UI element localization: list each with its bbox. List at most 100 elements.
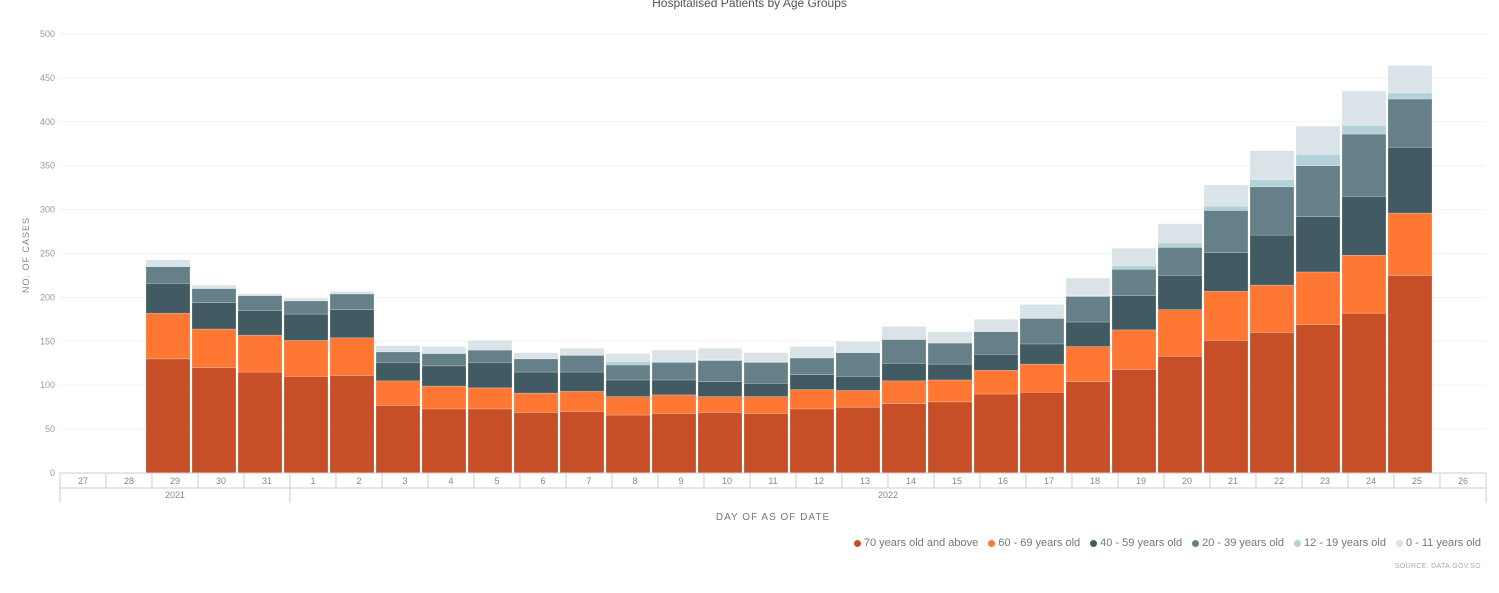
bar-segment (789, 389, 835, 410)
bar-segment (1019, 318, 1065, 345)
bar-segment (467, 349, 513, 363)
bar-segment (145, 358, 191, 474)
bar-segment (789, 346, 835, 359)
bar-segment (973, 393, 1019, 474)
x-tick-label: 24 (1366, 476, 1376, 486)
bar-segment (467, 362, 513, 389)
bar-segment (1111, 265, 1157, 270)
bar-segment (1111, 369, 1157, 474)
bar-segment (283, 297, 329, 302)
bar-segment (1387, 275, 1433, 474)
bar-segment (559, 355, 605, 373)
legend-item[interactable]: 40 - 59 years old (1090, 537, 1182, 549)
y-tick-label: 250 (40, 249, 55, 259)
chart-title: Hospitalised Patients by Age Groups (652, 0, 847, 10)
bar-segment (927, 363, 973, 381)
bar-segment (375, 380, 421, 406)
bar-segment (145, 259, 191, 267)
x-axis-label: DAY OF AS OF DATE (715, 512, 831, 523)
bar-segment (1341, 125, 1387, 135)
bar-segment (237, 293, 283, 296)
bar-segment (329, 337, 375, 376)
bar-segment (375, 405, 421, 474)
bar-segment (651, 349, 697, 362)
legend-label: 20 - 39 years old (1202, 537, 1285, 549)
bar-segment (927, 379, 973, 403)
bar-segment (697, 381, 743, 397)
legend-dot-icon (988, 539, 996, 547)
legend-item[interactable]: 20 - 39 years old (1192, 537, 1284, 549)
bar-segment (1157, 223, 1203, 244)
bar-segment (191, 288, 237, 303)
bar-segment (1249, 284, 1295, 333)
x-tick-label: 25 (1412, 476, 1422, 486)
bar-segment (421, 385, 467, 410)
bar-segment (1065, 381, 1111, 474)
legend-dot-icon (853, 539, 861, 547)
bar-segment (1341, 90, 1387, 126)
bar-segment (559, 391, 605, 412)
bar-segment (789, 374, 835, 390)
x-tick-label: 11 (768, 476, 777, 486)
bar-segment (145, 312, 191, 360)
bar-segment (1203, 205, 1249, 211)
bar-segment (1019, 391, 1065, 474)
bar-segment (467, 408, 513, 474)
bar-segment (1295, 271, 1341, 325)
legend-item[interactable]: 12 - 19 years old (1294, 537, 1386, 549)
bar-segment (697, 348, 743, 361)
x-tick-label: 16 (998, 476, 1008, 486)
bar-segment (1157, 355, 1203, 474)
x-tick-label: 4 (448, 476, 453, 486)
bar-segment (513, 358, 559, 373)
legend-dot-icon (1090, 539, 1098, 547)
bar-segment (1203, 340, 1249, 474)
bar-segment (237, 334, 283, 373)
bar-segment (421, 346, 467, 354)
legend-label: 60 - 69 years old (998, 537, 1081, 549)
x-tick-label: 1 (310, 476, 315, 486)
bar-segment (1203, 252, 1249, 292)
bar-segment (605, 361, 651, 366)
bar-segment (421, 353, 467, 367)
bar-segment (1295, 324, 1341, 474)
x-tick-label: 17 (1044, 476, 1054, 486)
y-tick-label: 300 (40, 205, 55, 215)
bar-segment (559, 348, 605, 356)
bar-segment (835, 376, 881, 391)
bar-segment (559, 371, 605, 392)
bar-segment (329, 309, 375, 339)
bar-segment (605, 379, 651, 397)
bar-segment (881, 362, 927, 382)
bar-segment (145, 266, 191, 284)
bar-segment (283, 376, 329, 474)
bar-segment (1111, 247, 1157, 267)
bar-segment (421, 365, 467, 387)
bar-segment (1065, 277, 1111, 296)
legend-item[interactable]: 70 years old and above (853, 537, 978, 549)
bar-segment (467, 340, 513, 351)
bar-segment (743, 412, 789, 474)
bar-segment (1019, 343, 1065, 365)
bar-segment (283, 313, 329, 341)
x-tick-label: 26 (1458, 476, 1468, 486)
bar-segment (191, 367, 237, 474)
legend-item[interactable]: 60 - 69 years old (988, 537, 1080, 549)
bar-segment (375, 351, 421, 363)
bar-segment (1341, 196, 1387, 256)
bar-segment (973, 369, 1019, 395)
bar-segment (835, 352, 881, 377)
bar-segment (329, 293, 375, 310)
bar-segment (1341, 133, 1387, 197)
bar-segment (329, 290, 375, 295)
x-tick-label: 19 (1136, 476, 1146, 486)
bar-segment (1341, 312, 1387, 474)
x-tick-label: 22 (1274, 476, 1284, 486)
bar-segment (697, 412, 743, 474)
bar-segment (927, 342, 973, 365)
bar-segment (1157, 309, 1203, 357)
legend-item[interactable]: 0 - 11 years old (1395, 537, 1481, 549)
bar-segment (1157, 247, 1203, 276)
y-tick-label: 450 (40, 73, 55, 83)
